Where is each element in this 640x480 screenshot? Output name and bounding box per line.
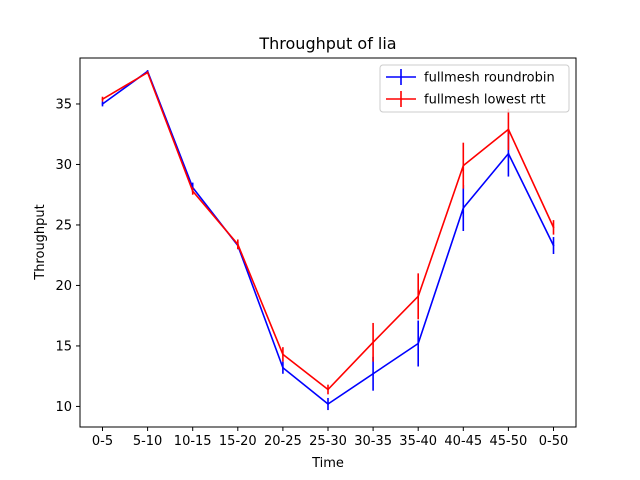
y-tick-label: 30 [55, 158, 72, 173]
data-point [507, 152, 510, 155]
data-point [146, 71, 149, 74]
legend-item: fullmesh lowest rtt [386, 91, 546, 108]
data-point [417, 295, 420, 298]
legend-label: fullmesh lowest rtt [424, 93, 546, 108]
chart-title: Throughput of lia [258, 34, 396, 53]
data-point [417, 342, 420, 345]
legend-frame [379, 64, 570, 113]
legend-item: fullmesh roundrobin [386, 69, 555, 86]
data-point [236, 243, 239, 246]
y-tick-label: 20 [55, 279, 72, 294]
data-point [462, 164, 465, 167]
data-point [282, 353, 284, 356]
x-tick-label: 30-35 [354, 434, 392, 449]
y-axis: 10 15 20 25 30 35 [55, 97, 80, 415]
plot-area [101, 70, 555, 411]
series-2 [101, 71, 555, 395]
y-tick-label: 35 [55, 97, 72, 112]
x-tick-label: 35-40 [399, 434, 437, 449]
x-tick-label: 15-20 [219, 434, 257, 449]
legend-label: fullmesh roundrobin [424, 71, 555, 86]
x-axis-label: Time [311, 456, 344, 471]
x-tick-label: 0-50 [539, 434, 569, 449]
data-point [191, 190, 194, 192]
data-point [327, 388, 329, 391]
data-point [101, 103, 104, 105]
x-tick-label: 25-30 [309, 434, 347, 449]
data-point [101, 98, 104, 101]
y-tick-label: 15 [55, 339, 72, 354]
data-point [552, 226, 555, 229]
data-point [327, 403, 329, 405]
data-point [507, 128, 510, 131]
data-point [552, 244, 555, 247]
x-tick-label: 10-15 [174, 434, 212, 449]
x-tick-label: 20-25 [264, 434, 302, 449]
data-point [462, 207, 465, 209]
y-tick-label: 25 [55, 218, 72, 233]
x-tick-label: 40-45 [444, 434, 482, 449]
y-axis-label: Throughput [33, 204, 48, 281]
x-tick-label: 5-10 [133, 434, 163, 449]
x-tick-label: 45-50 [490, 434, 528, 449]
legend: fullmesh roundrobin fullmesh lowest rtt [379, 64, 570, 113]
data-point [282, 366, 284, 369]
x-axis: 0-5 5-10 10-15 15-20 20-25 25-30 30-35 35-40 40-… [92, 427, 568, 449]
y-tick-label: 10 [55, 400, 72, 415]
x-tick-label: 0-5 [92, 434, 113, 449]
data-point [372, 372, 374, 375]
data-point [372, 341, 374, 344]
